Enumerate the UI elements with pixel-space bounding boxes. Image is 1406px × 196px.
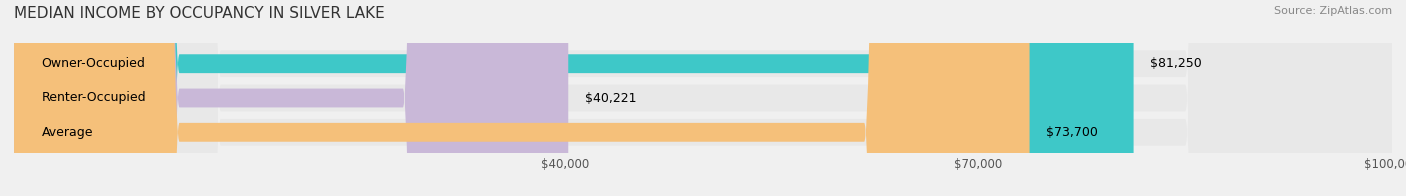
FancyBboxPatch shape — [14, 0, 1029, 196]
FancyBboxPatch shape — [14, 0, 1392, 196]
Text: Source: ZipAtlas.com: Source: ZipAtlas.com — [1274, 6, 1392, 16]
FancyBboxPatch shape — [14, 0, 1133, 196]
FancyBboxPatch shape — [14, 0, 1392, 196]
Text: $40,221: $40,221 — [585, 92, 637, 104]
Text: $73,700: $73,700 — [1046, 126, 1098, 139]
Text: MEDIAN INCOME BY OCCUPANCY IN SILVER LAKE: MEDIAN INCOME BY OCCUPANCY IN SILVER LAK… — [14, 6, 385, 21]
Text: Owner-Occupied: Owner-Occupied — [42, 57, 145, 70]
FancyBboxPatch shape — [14, 0, 568, 196]
Text: Renter-Occupied: Renter-Occupied — [42, 92, 146, 104]
Text: $81,250: $81,250 — [1150, 57, 1202, 70]
FancyBboxPatch shape — [14, 0, 1392, 196]
Text: Average: Average — [42, 126, 93, 139]
